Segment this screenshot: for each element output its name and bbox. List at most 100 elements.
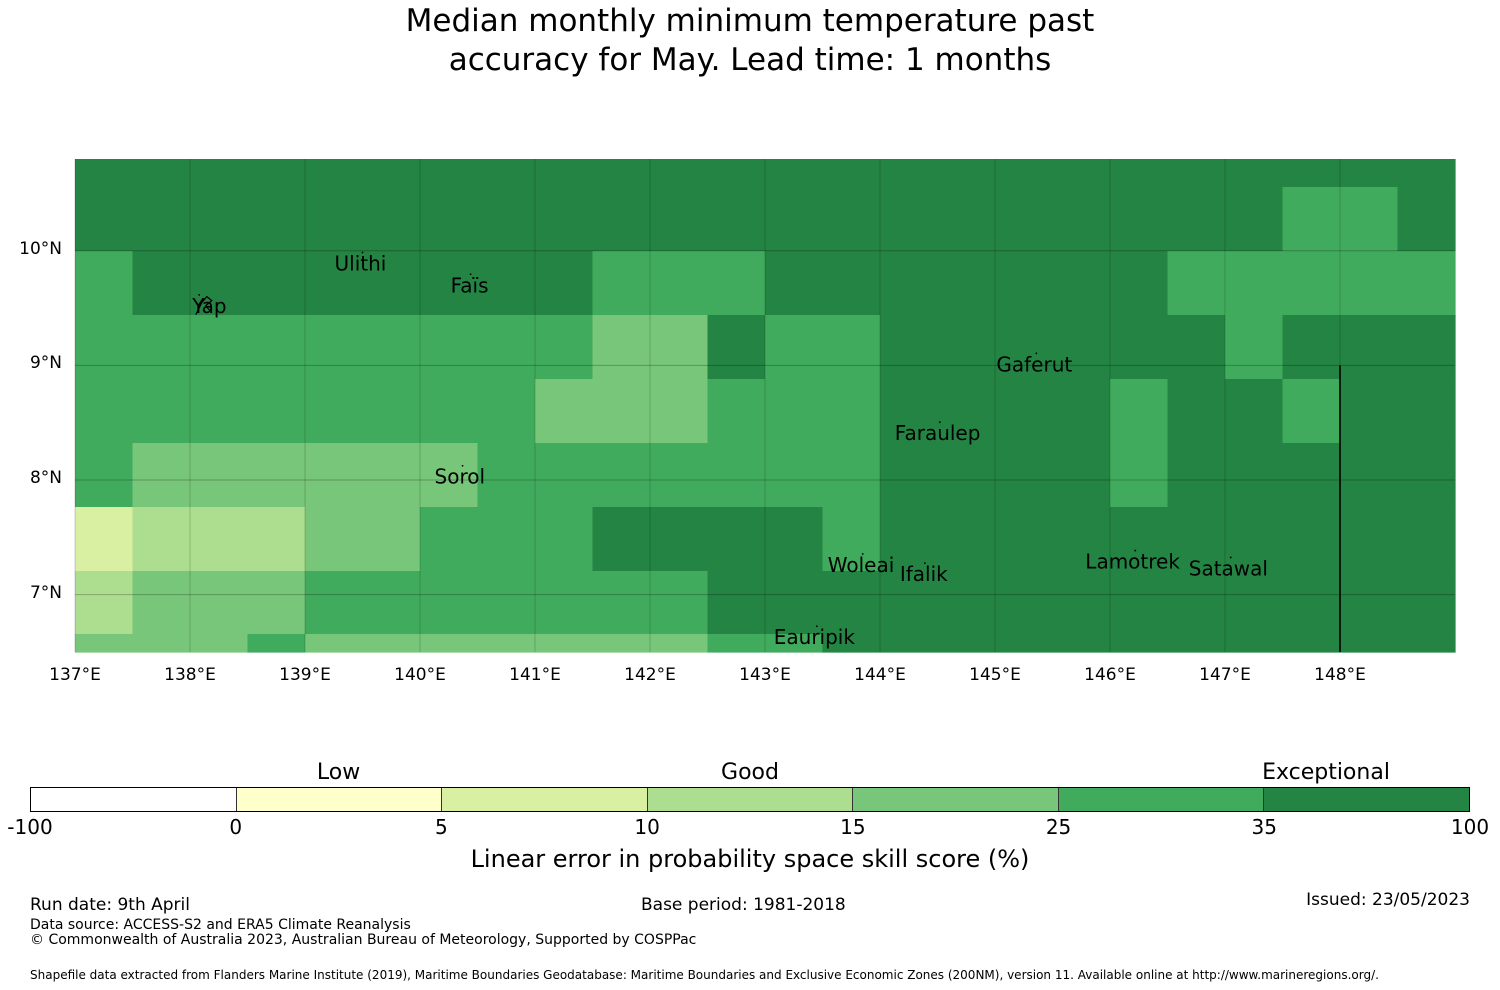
skill-cell bbox=[995, 251, 1054, 316]
island-label: Ulithi bbox=[335, 251, 387, 275]
skill-cell bbox=[880, 159, 939, 188]
data-source: Data source: ACCESS-S2 and ERA5 Climate … bbox=[30, 917, 411, 933]
skill-cell bbox=[190, 251, 249, 316]
skill-cell bbox=[247, 379, 306, 444]
skill-cell bbox=[1282, 634, 1341, 653]
colorbar-tick-label: 10 bbox=[634, 815, 660, 839]
skill-cell bbox=[822, 187, 881, 252]
skill-cell bbox=[1052, 443, 1111, 508]
skill-cell bbox=[650, 443, 709, 508]
skill-cell bbox=[535, 315, 594, 380]
skill-cell bbox=[247, 187, 306, 252]
skill-cell bbox=[1225, 571, 1284, 635]
skill-cell bbox=[937, 379, 996, 444]
skill-cell bbox=[305, 379, 364, 444]
skill-cell bbox=[305, 159, 364, 188]
skill-cell bbox=[765, 634, 824, 653]
yap-island-outline bbox=[195, 295, 213, 315]
skill-cell bbox=[190, 443, 249, 508]
skill-cell bbox=[995, 507, 1054, 572]
latitude-tick-label: 7°N bbox=[29, 582, 62, 603]
skill-cell bbox=[1397, 379, 1456, 444]
skill-cell bbox=[420, 315, 479, 380]
skill-cell bbox=[765, 507, 824, 572]
skill-cell bbox=[75, 187, 134, 252]
colorbar-tick-label: 25 bbox=[1045, 815, 1072, 839]
skill-cell bbox=[1225, 507, 1284, 572]
skill-cell bbox=[1282, 443, 1341, 508]
skill-cell bbox=[1110, 634, 1169, 653]
latitude-tick-label: 9°N bbox=[29, 353, 62, 374]
longitude-tick-label: 144°E bbox=[854, 665, 906, 685]
skill-cell bbox=[937, 507, 996, 572]
skill-cell bbox=[247, 634, 306, 653]
skill-cell bbox=[1340, 251, 1399, 316]
title-line-1: Median monthly minimum temperature past bbox=[405, 3, 1095, 39]
latitude-tick-label: 8°N bbox=[29, 468, 62, 489]
skill-cell bbox=[1110, 507, 1169, 572]
skill-cell bbox=[420, 507, 479, 572]
skill-cell bbox=[1282, 507, 1341, 572]
skill-cell bbox=[247, 507, 306, 572]
skill-cell bbox=[535, 159, 594, 188]
skill-cell bbox=[1052, 187, 1111, 252]
skill-cell bbox=[1052, 571, 1111, 635]
skill-cell bbox=[1110, 571, 1169, 635]
skill-cell bbox=[822, 379, 881, 444]
island-label: Ifalik bbox=[900, 562, 948, 586]
skill-cell bbox=[880, 315, 939, 380]
atoll-dot bbox=[938, 421, 941, 424]
skill-cell bbox=[477, 379, 536, 444]
skill-cell bbox=[650, 634, 709, 653]
skill-cell bbox=[937, 187, 996, 252]
atoll-dot bbox=[1229, 556, 1232, 559]
skill-cell bbox=[75, 571, 134, 635]
skill-cell bbox=[477, 443, 536, 508]
skill-cell bbox=[1225, 315, 1284, 380]
longitude-tick-label: 140°E bbox=[394, 665, 446, 685]
skill-cell bbox=[822, 159, 881, 188]
island-label: Yap bbox=[191, 294, 226, 318]
island-label: Faïs bbox=[451, 273, 489, 297]
skill-cell bbox=[75, 443, 134, 508]
skill-cell bbox=[305, 571, 364, 635]
skill-cell bbox=[247, 315, 306, 380]
skill-cell bbox=[362, 187, 421, 252]
skill-cell bbox=[247, 443, 306, 508]
atoll-dot bbox=[1035, 352, 1038, 355]
skill-cell bbox=[822, 634, 881, 653]
skill-cell bbox=[1167, 507, 1226, 572]
skill-cell bbox=[765, 187, 824, 252]
colorbar bbox=[30, 787, 1470, 812]
skill-cell bbox=[1110, 251, 1169, 316]
skill-cell bbox=[592, 251, 651, 316]
colorbar-tick-label: 5 bbox=[435, 815, 448, 839]
skill-cell bbox=[1225, 379, 1284, 444]
skill-cell bbox=[305, 315, 364, 380]
skill-cell bbox=[937, 315, 996, 380]
colorbar-segment bbox=[236, 788, 443, 811]
skill-cell bbox=[1340, 379, 1399, 444]
skill-cell bbox=[420, 634, 479, 653]
skill-cell bbox=[477, 315, 536, 380]
skill-cell bbox=[1282, 571, 1341, 635]
skill-cell bbox=[1110, 443, 1169, 508]
skill-cell bbox=[75, 634, 134, 653]
skill-cell bbox=[822, 507, 881, 572]
skill-cell bbox=[995, 379, 1054, 444]
skill-cell bbox=[995, 159, 1054, 188]
skill-cell bbox=[880, 379, 939, 444]
skill-cell bbox=[1225, 251, 1284, 316]
skill-cell bbox=[1397, 443, 1456, 508]
island-label: Gaferut bbox=[996, 352, 1072, 376]
skill-cell bbox=[880, 571, 939, 635]
atoll-dot bbox=[861, 553, 864, 555]
island-label: Sorol bbox=[435, 465, 486, 489]
skill-cell bbox=[1052, 251, 1111, 316]
skill-cell bbox=[592, 634, 651, 653]
island-label: Satawal bbox=[1189, 556, 1268, 580]
skill-cell bbox=[937, 571, 996, 635]
latitude-tick-label: 10°N bbox=[19, 238, 62, 259]
skill-cell bbox=[650, 315, 709, 380]
atoll-dot bbox=[923, 562, 926, 565]
